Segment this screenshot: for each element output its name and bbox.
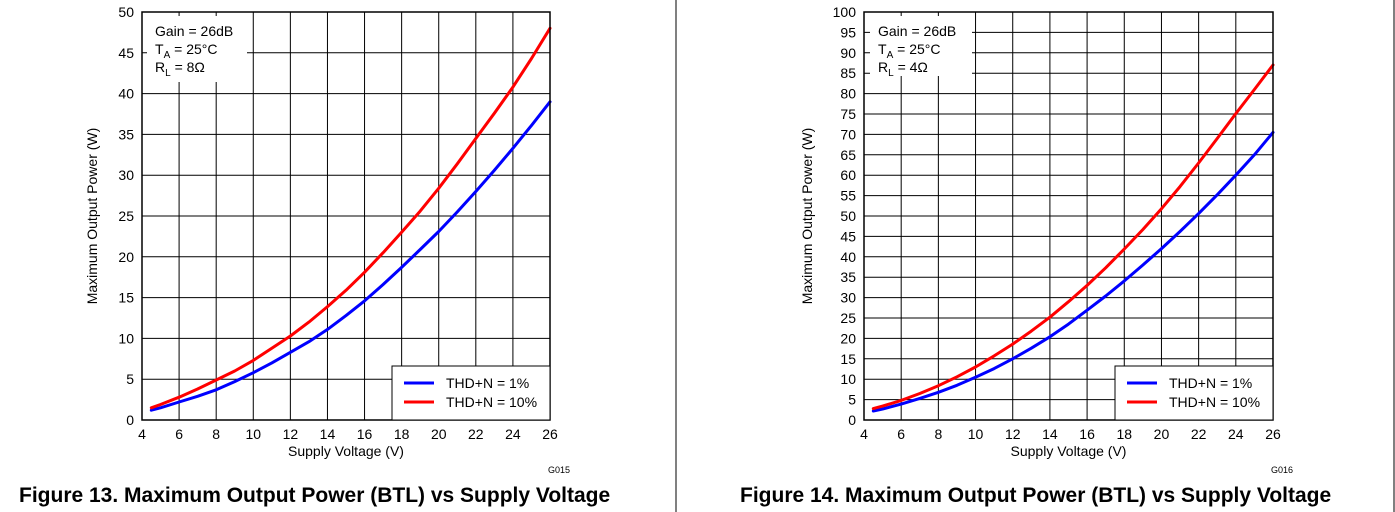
x-tick-label: 16 (357, 426, 373, 442)
y-tick-label: 10 (840, 371, 856, 387)
y-tick-label: 80 (840, 86, 856, 102)
series-line (871, 63, 1275, 411)
y-tick-label: 45 (840, 228, 856, 244)
y-tick-label: 45 (118, 45, 134, 61)
series-line (871, 130, 1275, 413)
figure-13-caption: Figure 13. Maximum Output Power (BTL) vs… (19, 484, 610, 507)
x-tick-label: 6 (175, 426, 183, 442)
x-tick-label: 14 (320, 426, 336, 442)
y-tick-label: 70 (840, 126, 856, 142)
y-axis-label: Maximum Output Power (W) (84, 128, 100, 305)
y-tick-label: 30 (118, 167, 134, 183)
figure-14-caption: Figure 14. Maximum Output Power (BTL) vs… (740, 484, 1331, 507)
x-tick-label: 22 (468, 426, 484, 442)
figure-14-id: G016 (1271, 465, 1293, 475)
y-tick-label: 60 (840, 167, 856, 183)
y-axis-label: Maximum Output Power (W) (799, 128, 815, 305)
legend-box (391, 365, 551, 421)
x-tick-label: 4 (138, 426, 146, 442)
y-tick-label: 95 (840, 24, 856, 40)
y-tick-label: 15 (840, 351, 856, 367)
x-tick-label: 10 (245, 426, 261, 442)
y-tick-label: 35 (840, 269, 856, 285)
x-tick-label: 8 (212, 426, 220, 442)
plot-frame (863, 11, 1274, 421)
x-tick-label: 20 (1154, 426, 1170, 442)
x-tick-label: 18 (394, 426, 410, 442)
x-tick-label: 16 (1079, 426, 1095, 442)
x-tick-label: 22 (1191, 426, 1207, 442)
y-tick-label: 10 (118, 330, 134, 346)
y-tick-label: 40 (840, 249, 856, 265)
y-tick-label: 40 (118, 86, 134, 102)
x-tick-label: 18 (1116, 426, 1132, 442)
figure-13-id: G015 (548, 465, 570, 475)
x-tick-label: 8 (934, 426, 942, 442)
condition-note: RL = 8Ω (155, 59, 205, 79)
condition-note: Gain = 26dB (155, 23, 233, 39)
y-tick-label: 35 (118, 126, 134, 142)
y-tick-label: 0 (126, 412, 134, 428)
x-tick-label: 26 (1265, 426, 1281, 442)
x-tick-label: 14 (1042, 426, 1058, 442)
y-tick-label: 20 (840, 330, 856, 346)
y-tick-label: 90 (840, 45, 856, 61)
y-tick-label: 75 (840, 106, 856, 122)
conditions-box (147, 16, 247, 82)
y-tick-label: 55 (840, 188, 856, 204)
x-tick-label: 10 (968, 426, 984, 442)
plot-frame (141, 11, 551, 421)
chart-figure-13: Gain = 26dB TA = 25°CRL = 8Ω THD+N = 1% THD… (84, 4, 558, 459)
x-tick-label: 4 (860, 426, 868, 442)
y-tick-label: 25 (840, 310, 856, 326)
condition-note: RL = 4Ω (878, 59, 928, 79)
legend-label: THD+N = 10% (446, 394, 537, 410)
y-tick-label: 25 (118, 208, 134, 224)
y-tick-label: 85 (840, 65, 856, 81)
legend-label: THD+N = 1% (1169, 375, 1252, 391)
y-tick-label: 5 (126, 371, 134, 387)
x-tick-label: 12 (1005, 426, 1021, 442)
series-line (149, 26, 552, 410)
y-tick-label: 50 (840, 208, 856, 224)
x-tick-label: 20 (431, 426, 447, 442)
x-tick-label: 12 (283, 426, 299, 442)
x-tick-label: 24 (505, 426, 521, 442)
condition-note: TA = 25°C (155, 41, 217, 61)
y-tick-label: 100 (833, 4, 857, 20)
y-tick-label: 15 (118, 290, 134, 306)
x-tick-label: 26 (542, 426, 558, 442)
x-tick-label: 24 (1228, 426, 1244, 442)
y-tick-label: 30 (840, 290, 856, 306)
condition-note: Gain = 26dB (878, 23, 956, 39)
conditions-box (870, 16, 972, 76)
legend-box (1114, 365, 1274, 421)
x-axis-label: Supply Voltage (V) (1011, 443, 1127, 459)
x-tick-label: 6 (897, 426, 905, 442)
y-tick-label: 20 (118, 249, 134, 265)
y-tick-label: 5 (848, 392, 856, 408)
y-tick-label: 65 (840, 147, 856, 163)
x-axis-label: Supply Voltage (V) (288, 443, 404, 459)
series-line (149, 100, 552, 412)
y-tick-label: 50 (118, 4, 134, 20)
y-tick-label: 0 (848, 412, 856, 428)
legend-label: THD+N = 1% (446, 375, 529, 391)
legend-label: THD+N = 10% (1169, 394, 1260, 410)
condition-note: TA = 25°C (878, 41, 940, 61)
chart-figure-14: Gain = 26dB TA = 25°CRL = 4Ω THD+N = 1% THD… (799, 4, 1281, 459)
